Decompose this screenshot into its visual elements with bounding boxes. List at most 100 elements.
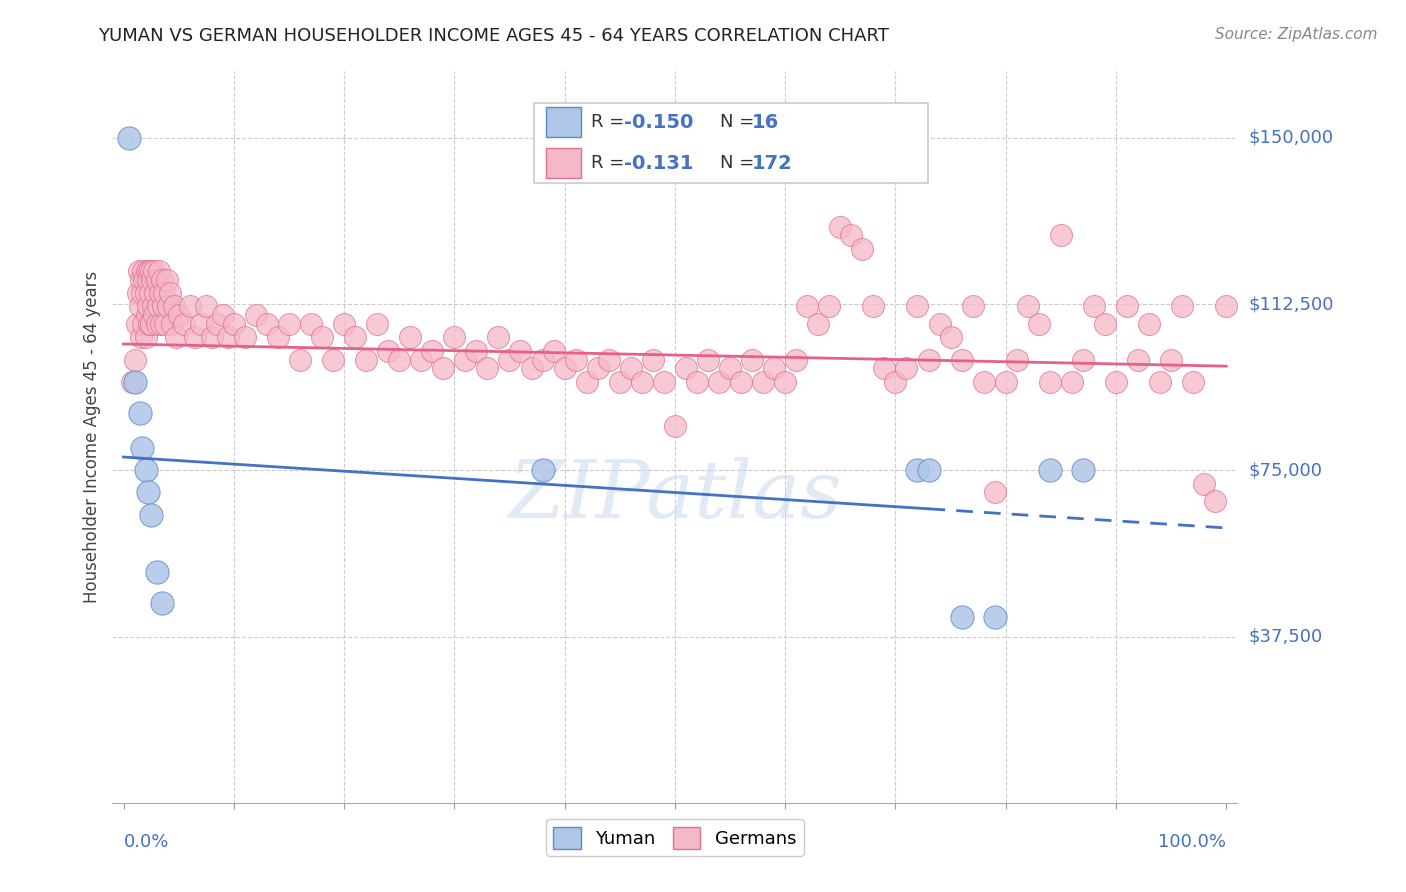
Point bbox=[311, 330, 333, 344]
Point bbox=[201, 330, 224, 344]
Point bbox=[141, 273, 163, 287]
Point bbox=[1028, 317, 1050, 331]
Point bbox=[477, 361, 499, 376]
Point bbox=[697, 352, 720, 367]
Point bbox=[211, 308, 233, 322]
Point bbox=[160, 317, 183, 331]
Point bbox=[195, 299, 218, 313]
Point bbox=[730, 375, 752, 389]
Point bbox=[155, 273, 177, 287]
Point bbox=[983, 485, 1005, 500]
Point bbox=[129, 330, 152, 344]
Point bbox=[531, 352, 554, 367]
Text: ZIPatlas: ZIPatlas bbox=[508, 457, 842, 534]
Point bbox=[741, 352, 763, 367]
Y-axis label: Householder Income Ages 45 - 64 years: Householder Income Ages 45 - 64 years bbox=[83, 271, 101, 603]
Point bbox=[443, 330, 465, 344]
Point bbox=[1071, 463, 1094, 477]
Point bbox=[917, 352, 939, 367]
Point bbox=[620, 361, 643, 376]
Point bbox=[1083, 299, 1105, 313]
Point bbox=[333, 317, 356, 331]
Point bbox=[129, 299, 152, 313]
Point bbox=[156, 299, 179, 313]
Point bbox=[1039, 463, 1062, 477]
Point bbox=[267, 330, 290, 344]
Point bbox=[1050, 228, 1073, 243]
Point bbox=[586, 361, 609, 376]
Point bbox=[136, 273, 159, 287]
Point bbox=[173, 317, 195, 331]
Point bbox=[641, 352, 664, 367]
Point bbox=[153, 285, 176, 300]
Point bbox=[125, 317, 148, 331]
Point bbox=[454, 352, 477, 367]
Point bbox=[146, 299, 169, 313]
Point bbox=[322, 352, 344, 367]
Point bbox=[131, 285, 153, 300]
Point bbox=[128, 264, 150, 278]
Point bbox=[839, 228, 862, 243]
Point bbox=[873, 361, 896, 376]
Point bbox=[138, 264, 160, 278]
Point bbox=[245, 308, 267, 322]
Point bbox=[420, 343, 443, 358]
Point bbox=[142, 299, 165, 313]
Point bbox=[377, 343, 399, 358]
Point bbox=[1105, 375, 1128, 389]
Point bbox=[630, 375, 652, 389]
Point bbox=[1126, 352, 1149, 367]
Point bbox=[520, 361, 543, 376]
Point bbox=[1094, 317, 1116, 331]
Text: 100.0%: 100.0% bbox=[1159, 833, 1226, 851]
Point bbox=[554, 361, 576, 376]
Point bbox=[159, 285, 181, 300]
Point bbox=[950, 352, 973, 367]
Text: -0.131: -0.131 bbox=[624, 153, 693, 173]
Point bbox=[152, 299, 174, 313]
Point bbox=[1182, 375, 1205, 389]
Point bbox=[145, 317, 167, 331]
Point bbox=[138, 317, 160, 331]
Point bbox=[179, 299, 201, 313]
Point bbox=[807, 317, 830, 331]
Point bbox=[1116, 299, 1139, 313]
Point bbox=[149, 285, 172, 300]
Point bbox=[1160, 352, 1182, 367]
Point bbox=[132, 317, 155, 331]
Point bbox=[354, 352, 377, 367]
Point bbox=[139, 508, 162, 522]
Point bbox=[127, 285, 149, 300]
Point bbox=[155, 317, 177, 331]
Legend: Yuman, Germans: Yuman, Germans bbox=[546, 820, 804, 856]
Point bbox=[184, 330, 207, 344]
Point bbox=[167, 308, 190, 322]
Point bbox=[1137, 317, 1160, 331]
Point bbox=[344, 330, 367, 344]
Text: N =: N = bbox=[720, 154, 759, 172]
Point bbox=[118, 131, 141, 145]
Point bbox=[131, 441, 153, 455]
Point bbox=[136, 485, 159, 500]
Text: 16: 16 bbox=[752, 112, 779, 132]
Point bbox=[796, 299, 818, 313]
Point bbox=[652, 375, 675, 389]
Point bbox=[884, 375, 907, 389]
Point bbox=[939, 330, 962, 344]
Point bbox=[962, 299, 984, 313]
Text: -0.150: -0.150 bbox=[624, 112, 693, 132]
Point bbox=[136, 299, 159, 313]
Point bbox=[288, 352, 311, 367]
Point bbox=[1005, 352, 1028, 367]
Point bbox=[129, 273, 152, 287]
Point bbox=[1149, 375, 1171, 389]
Text: $37,500: $37,500 bbox=[1249, 628, 1323, 646]
Point bbox=[488, 330, 510, 344]
Point bbox=[575, 375, 598, 389]
Point bbox=[150, 317, 173, 331]
Point bbox=[465, 343, 488, 358]
Point bbox=[132, 264, 155, 278]
Point bbox=[139, 264, 162, 278]
Point bbox=[233, 330, 256, 344]
Point bbox=[145, 273, 167, 287]
